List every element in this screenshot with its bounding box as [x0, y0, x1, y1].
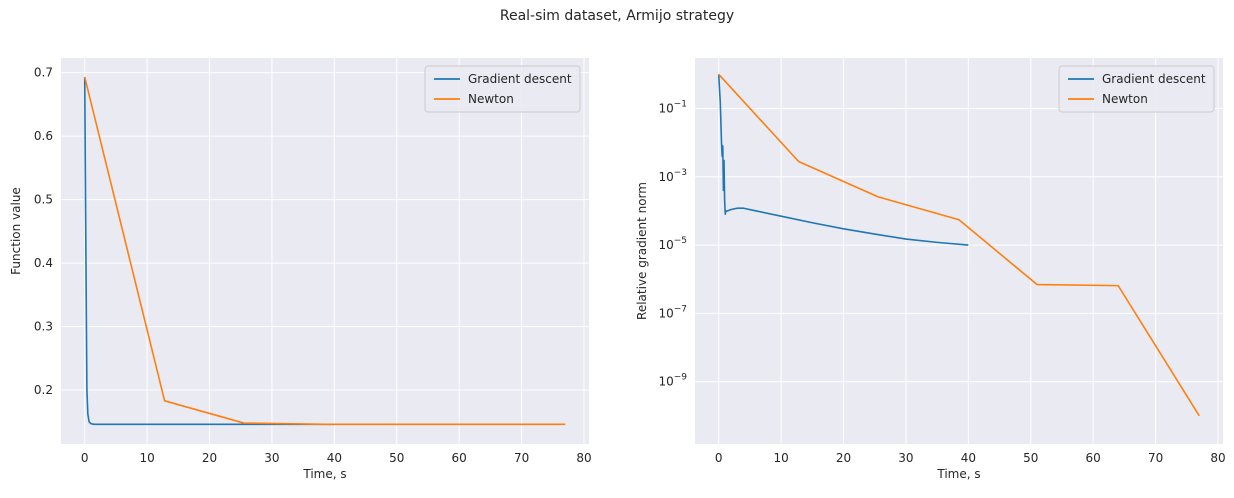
y-tick-label: 0.6 — [34, 129, 53, 143]
x-tick-label: 60 — [452, 451, 467, 465]
legend-box — [1058, 65, 1215, 113]
x-axis-label: Time, s — [302, 467, 346, 481]
y-tick-label: 0.2 — [34, 383, 53, 397]
y-tick-label: 0.3 — [34, 320, 53, 334]
tick-base: 10 — [658, 375, 673, 389]
y-tick-label: 0.5 — [34, 193, 53, 207]
tick-base: 10 — [658, 238, 673, 252]
y-tick-label: 10−3 — [658, 168, 687, 184]
x-tick-label: 70 — [514, 451, 529, 465]
series-line-newton — [83, 76, 566, 426]
y-tick-label: 0.7 — [34, 66, 53, 80]
series-lines — [83, 76, 566, 426]
y-axis-label: Relative gradient norm — [635, 182, 649, 320]
tick-exponent: −9 — [674, 373, 688, 383]
plot-area — [61, 58, 589, 444]
legend: Gradient descent Newton — [1058, 65, 1215, 113]
x-tick-label: 30 — [264, 451, 279, 465]
tick-exponent: −3 — [674, 168, 687, 178]
chart-panel-2: 0 10 20 30 40 50 60 70 8010−910−710−510−310−1Tim… — [635, 58, 1226, 481]
tick-exponent: −5 — [674, 236, 687, 246]
x-tick-label: 10 — [773, 451, 788, 465]
grid — [695, 58, 1223, 444]
legend-label: Newton — [1102, 92, 1148, 106]
legend-box — [424, 65, 581, 113]
legend-label: Newton — [468, 92, 514, 106]
x-tick-label: 40 — [961, 451, 976, 465]
x-tick-label: 10 — [139, 451, 154, 465]
tick-base: 10 — [658, 170, 673, 184]
x-tick-label: 0 — [81, 451, 89, 465]
x-tick-label: 20 — [836, 451, 851, 465]
legend: Gradient descent Newton — [424, 65, 581, 113]
x-tick-label: 0 — [715, 451, 723, 465]
series-line-newton — [718, 73, 1200, 417]
x-tick-label: 60 — [1086, 451, 1101, 465]
x-tick-label: 50 — [389, 451, 404, 465]
plot-area — [695, 58, 1223, 444]
x-tick-label: 80 — [1210, 451, 1225, 465]
legend-label: Gradient descent — [1102, 72, 1206, 86]
x-tick-label: 80 — [576, 451, 591, 465]
x-tick-label: 40 — [327, 451, 342, 465]
y-tick-label: 10−9 — [658, 373, 687, 389]
y-tick-label: 10−7 — [658, 304, 687, 320]
x-tick-label: 70 — [1148, 451, 1163, 465]
x-tick-label: 20 — [202, 451, 217, 465]
y-tick-label: 10−5 — [658, 236, 687, 252]
chart-panel-1: 0 10 20 30 40 50 60 70 80 0.2 0.3 0.4 0.5 0.6 0.7 Time,… — [9, 58, 592, 481]
x-axis-label: Time, s — [936, 467, 980, 481]
tick-exponent: −1 — [674, 99, 687, 109]
y-axis-label: Function value — [9, 187, 23, 275]
tick-base: 10 — [658, 101, 673, 115]
tick-exponent: −7 — [674, 304, 687, 314]
x-tick-label: 30 — [898, 451, 913, 465]
legend-label: Gradient descent — [468, 72, 572, 86]
series-line-gradient-descent — [83, 77, 335, 426]
series-line-gradient-descent — [717, 74, 969, 246]
series-lines — [717, 73, 1200, 417]
tick-base: 10 — [658, 306, 673, 320]
y-tick-label: 0.4 — [34, 256, 53, 270]
figure-title: Real-sim dataset, Armijo strategy — [499, 8, 735, 24]
y-tick-label: 10−1 — [658, 99, 687, 115]
x-tick-label: 50 — [1023, 451, 1038, 465]
